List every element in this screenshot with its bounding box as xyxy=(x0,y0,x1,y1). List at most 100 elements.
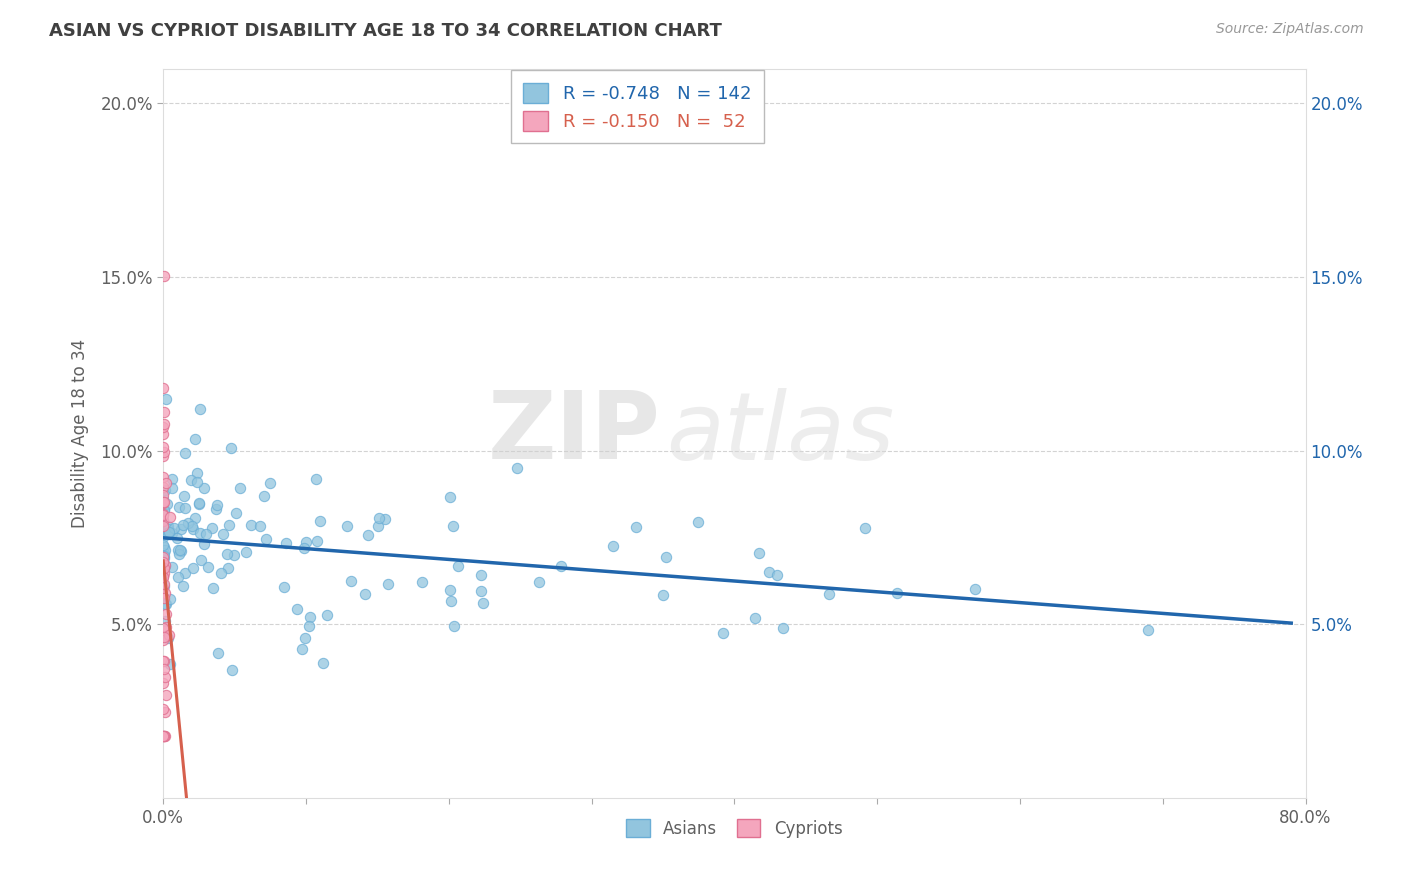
Point xyxy=(153,503,176,517)
Point xyxy=(201,521,224,535)
Point xyxy=(152,530,174,544)
Point xyxy=(316,607,339,622)
Point xyxy=(153,405,176,419)
Point xyxy=(194,526,217,541)
Point xyxy=(153,551,176,566)
Point xyxy=(356,527,378,541)
Point xyxy=(217,560,239,574)
Point xyxy=(766,567,789,582)
Point xyxy=(152,549,174,563)
Point xyxy=(152,495,174,509)
Point xyxy=(439,490,461,504)
Point xyxy=(152,513,174,527)
Point xyxy=(157,524,180,539)
Point xyxy=(308,514,330,528)
Point xyxy=(205,498,228,512)
Point xyxy=(152,569,174,583)
Point xyxy=(162,526,184,541)
Point xyxy=(152,488,174,502)
Point xyxy=(152,514,174,528)
Legend: Asians, Cypriots: Asians, Cypriots xyxy=(620,813,849,845)
Point xyxy=(152,417,174,432)
Point xyxy=(152,503,174,517)
Point xyxy=(336,519,359,533)
Point xyxy=(411,575,433,590)
Point xyxy=(157,525,180,540)
Point xyxy=(152,420,174,434)
Point xyxy=(173,445,195,459)
Point xyxy=(152,427,174,442)
Point xyxy=(152,562,174,576)
Point xyxy=(187,497,209,511)
Point xyxy=(193,537,215,551)
Point xyxy=(273,580,295,594)
Point xyxy=(221,442,243,456)
Point xyxy=(505,461,527,475)
Point xyxy=(276,535,298,549)
Point xyxy=(209,566,232,580)
Point xyxy=(167,542,190,557)
Point xyxy=(225,506,247,520)
Point xyxy=(190,525,212,540)
Point xyxy=(312,656,335,670)
Point xyxy=(167,500,190,515)
Point xyxy=(155,483,177,498)
Point xyxy=(152,655,174,669)
Point xyxy=(153,630,176,644)
Point xyxy=(152,570,174,584)
Point xyxy=(153,445,176,459)
Point xyxy=(159,657,181,672)
Point xyxy=(471,596,494,610)
Point xyxy=(153,614,176,628)
Point xyxy=(155,620,177,634)
Point xyxy=(441,518,464,533)
Point xyxy=(155,597,177,611)
Point xyxy=(153,558,176,572)
Point xyxy=(447,559,470,574)
Point xyxy=(152,621,174,635)
Point xyxy=(169,547,191,561)
Point xyxy=(963,582,986,596)
Point xyxy=(152,496,174,510)
Point xyxy=(367,518,389,533)
Point xyxy=(285,602,308,616)
Point xyxy=(253,490,276,504)
Text: ZIP: ZIP xyxy=(488,387,661,479)
Point xyxy=(186,466,208,480)
Point xyxy=(180,473,202,487)
Point xyxy=(180,518,202,533)
Point xyxy=(193,481,215,495)
Text: Source: ZipAtlas.com: Source: ZipAtlas.com xyxy=(1216,22,1364,37)
Point xyxy=(153,591,176,605)
Point xyxy=(152,508,174,522)
Point xyxy=(307,533,329,548)
Point xyxy=(152,538,174,552)
Point xyxy=(155,392,177,406)
Point xyxy=(229,481,252,495)
Point xyxy=(153,540,176,554)
Point xyxy=(152,729,174,743)
Point xyxy=(153,566,176,581)
Point xyxy=(221,663,243,677)
Point xyxy=(152,729,174,743)
Point xyxy=(153,662,176,676)
Point xyxy=(174,566,197,581)
Point xyxy=(155,475,177,490)
Point xyxy=(184,432,207,446)
Point xyxy=(249,519,271,533)
Text: ASIAN VS CYPRIOT DISABILITY AGE 18 TO 34 CORRELATION CHART: ASIAN VS CYPRIOT DISABILITY AGE 18 TO 34… xyxy=(49,22,723,40)
Y-axis label: Disability Age 18 to 34: Disability Age 18 to 34 xyxy=(72,339,89,528)
Point xyxy=(156,522,179,536)
Point xyxy=(177,516,200,531)
Point xyxy=(853,521,876,535)
Text: atlas: atlas xyxy=(666,388,894,479)
Point xyxy=(152,549,174,564)
Point xyxy=(157,519,180,533)
Point xyxy=(440,594,463,608)
Point xyxy=(152,507,174,521)
Point xyxy=(153,654,176,668)
Point xyxy=(173,489,195,503)
Point xyxy=(155,585,177,599)
Point xyxy=(159,592,181,607)
Point xyxy=(152,491,174,505)
